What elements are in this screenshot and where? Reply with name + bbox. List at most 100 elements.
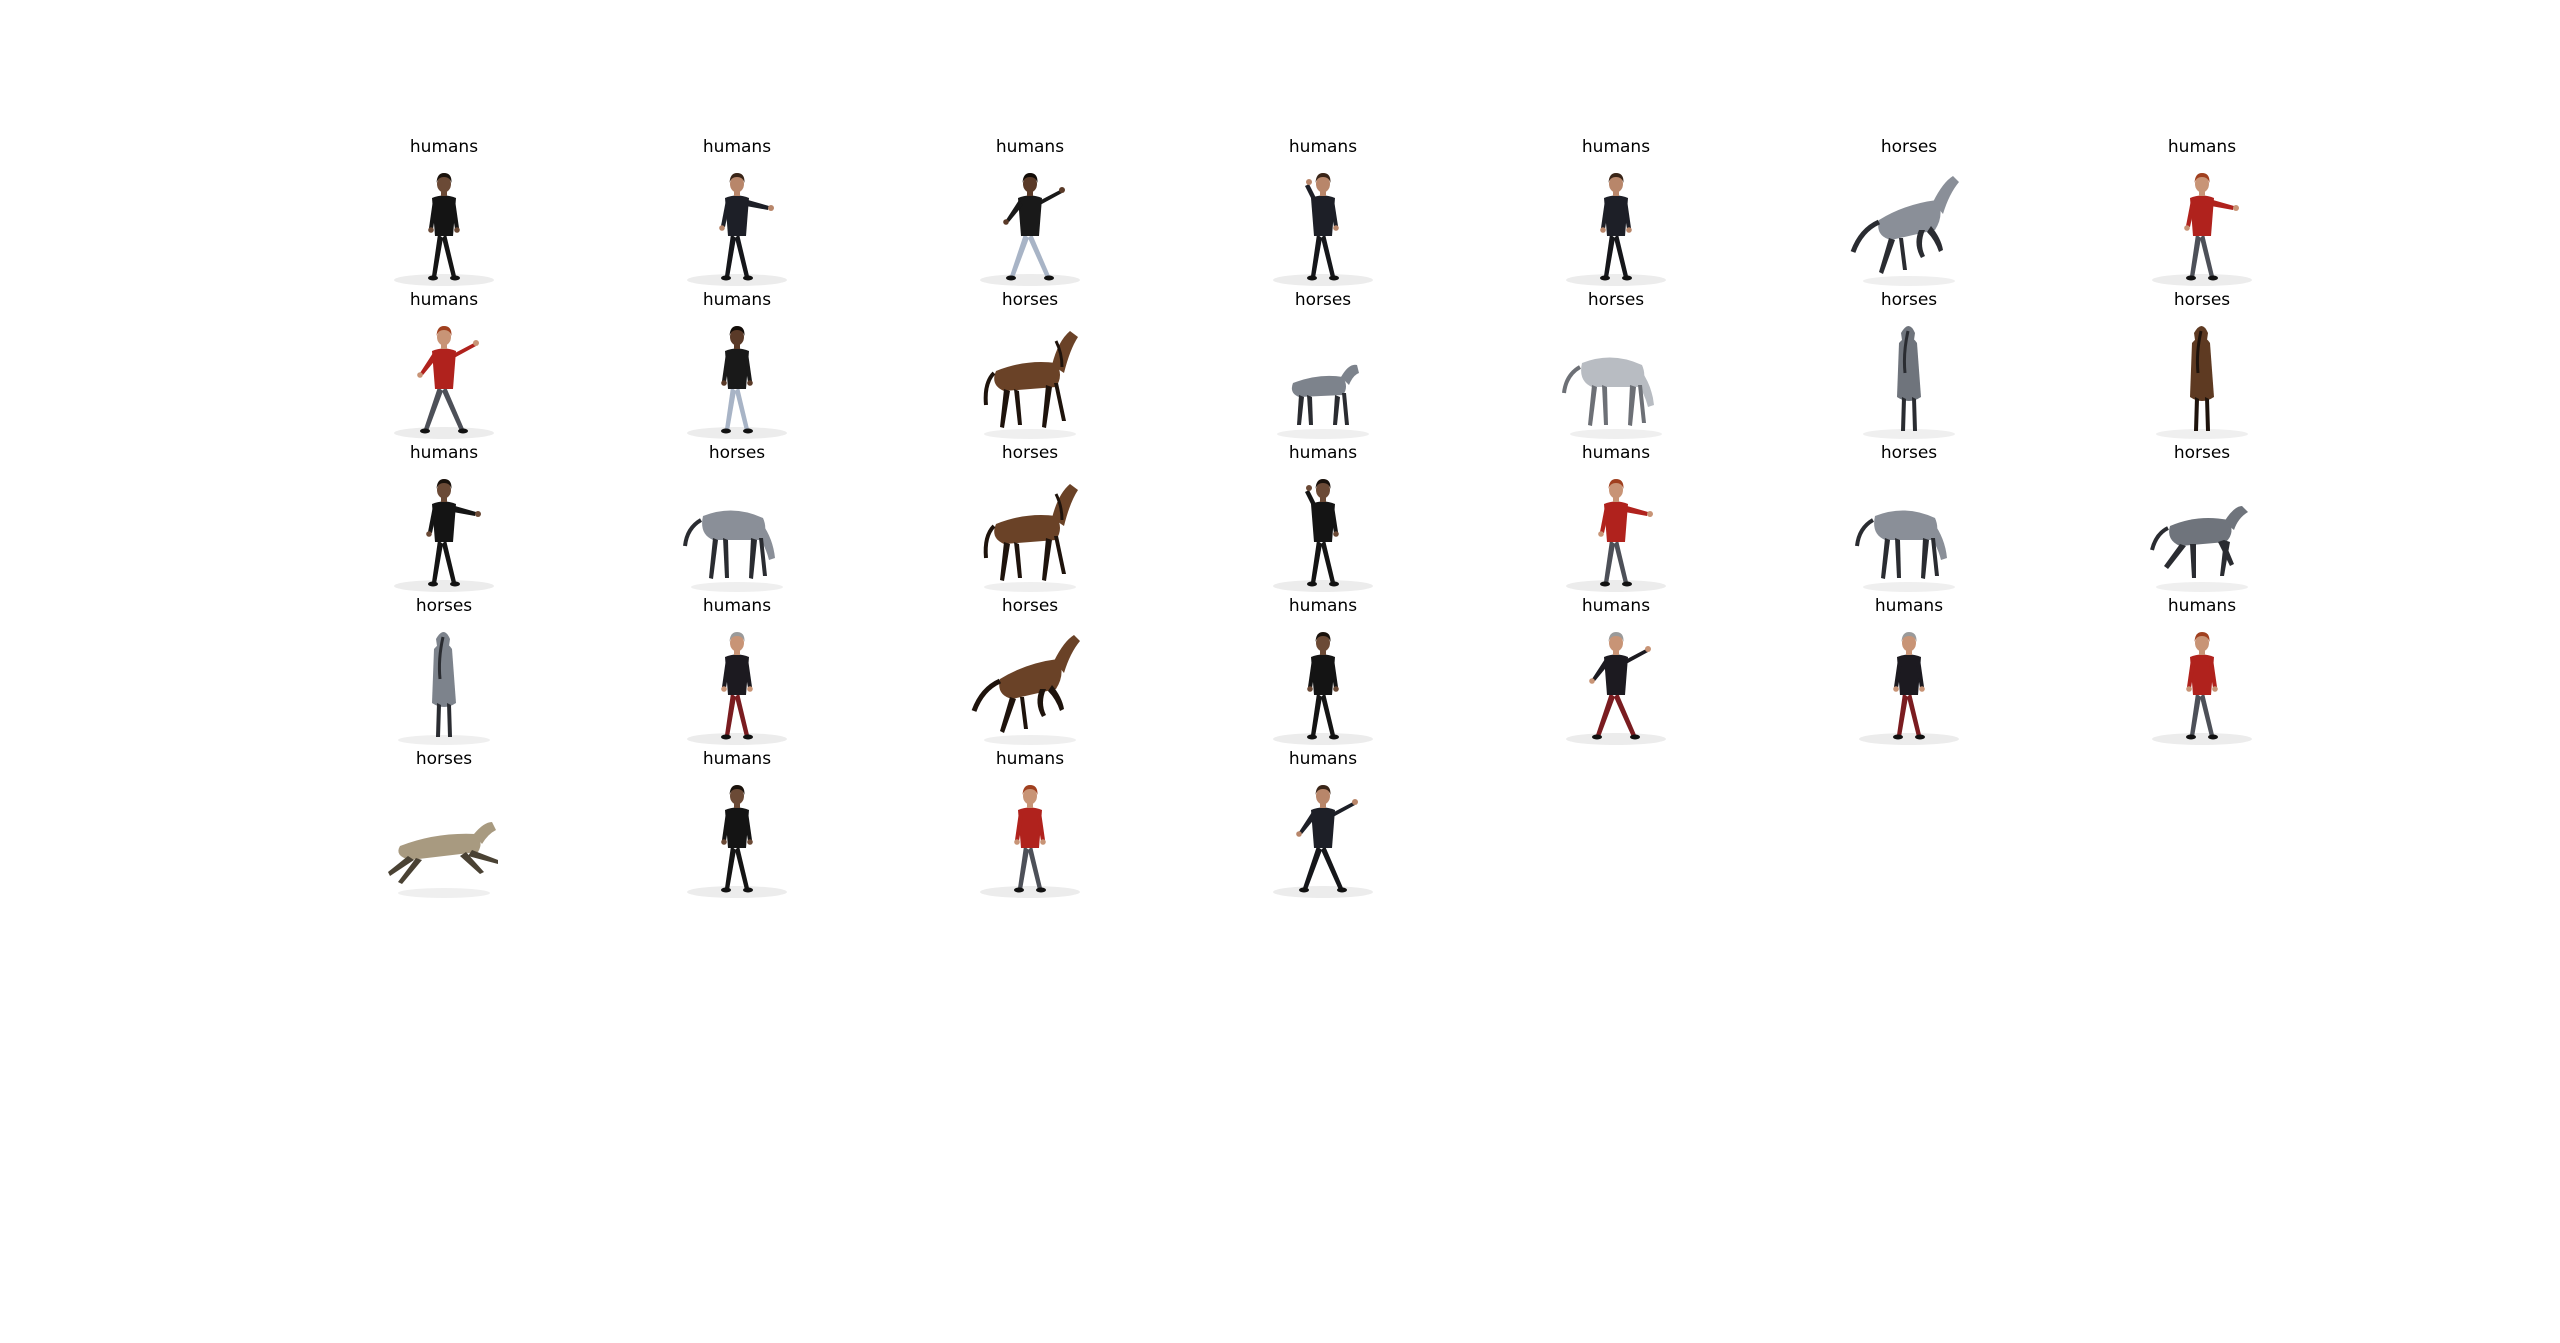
image-label: humans	[702, 290, 772, 310]
grid-cell: horses	[966, 289, 1094, 442]
image-label: horses	[415, 749, 473, 769]
image-label: horses	[1001, 290, 1059, 310]
horse-figure	[1863, 326, 1955, 439]
horse-figure	[1850, 176, 1959, 286]
grid-cell: horses	[380, 748, 508, 901]
grid-cell: humans	[1552, 442, 1680, 595]
human-image	[1552, 619, 1680, 747]
human-figure	[1273, 785, 1373, 898]
grid-cell: humans	[380, 289, 508, 442]
human-figure	[1273, 173, 1373, 286]
human-image	[673, 772, 801, 900]
horse-image	[673, 466, 801, 594]
horse-image	[1845, 313, 1973, 441]
grid-cell: humans	[966, 136, 1094, 289]
grid-cell: humans	[1259, 595, 1387, 748]
human-image	[1259, 466, 1387, 594]
image-label: humans	[1581, 137, 1651, 157]
image-label: humans	[702, 137, 772, 157]
human-image	[673, 619, 801, 747]
human-figure	[2152, 632, 2252, 745]
human-image	[673, 160, 801, 288]
horse-image	[1845, 160, 1973, 288]
human-figure	[1566, 173, 1666, 286]
image-label: humans	[702, 749, 772, 769]
image-label: humans	[1288, 596, 1358, 616]
image-label: humans	[702, 596, 772, 616]
human-figure	[687, 173, 787, 286]
horse-image	[2138, 466, 2266, 594]
image-label: humans	[2167, 596, 2237, 616]
image-label: humans	[2167, 137, 2237, 157]
human-figure	[1273, 632, 1373, 745]
image-label: humans	[409, 443, 479, 463]
human-figure	[1273, 479, 1373, 592]
image-label: horses	[1880, 290, 1938, 310]
grid-cell: horses	[673, 442, 801, 595]
image-label: humans	[1288, 137, 1358, 157]
horse-figure	[2150, 506, 2248, 592]
horse-figure	[971, 635, 1080, 745]
image-label: humans	[1581, 596, 1651, 616]
horse-figure	[683, 510, 783, 592]
horse-figure	[388, 822, 498, 898]
grid-cell: horses	[1845, 442, 1973, 595]
grid-cell: humans	[673, 289, 801, 442]
human-image	[1259, 619, 1387, 747]
horse-image	[1259, 313, 1387, 441]
grid-cell: humans	[1552, 595, 1680, 748]
horse-image	[966, 619, 1094, 747]
image-label: horses	[1880, 137, 1938, 157]
human-figure	[1566, 632, 1666, 745]
horse-image	[966, 466, 1094, 594]
grid-cell: humans	[1259, 748, 1387, 901]
grid-cell: horses	[1845, 136, 1973, 289]
human-image	[380, 466, 508, 594]
image-label: humans	[409, 137, 479, 157]
horse-figure	[1855, 510, 1955, 592]
human-image	[1552, 466, 1680, 594]
horse-figure	[983, 484, 1078, 592]
human-image	[1552, 160, 1680, 288]
grid-cell: horses	[966, 442, 1094, 595]
grid-cell: horses	[1259, 289, 1387, 442]
human-image	[380, 160, 508, 288]
human-image	[1259, 160, 1387, 288]
grid-cell: humans	[380, 442, 508, 595]
image-label: horses	[415, 596, 473, 616]
grid-cell: horses	[380, 595, 508, 748]
image-label: horses	[1587, 290, 1645, 310]
image-label: horses	[1001, 443, 1059, 463]
grid-cell: humans	[1552, 136, 1680, 289]
image-grid: humans humans humans humans humans horses huma…	[380, 136, 2266, 901]
human-figure	[980, 785, 1080, 898]
image-label: humans	[1288, 443, 1358, 463]
grid-cell: humans	[673, 136, 801, 289]
horse-figure	[398, 632, 490, 745]
image-label: horses	[1001, 596, 1059, 616]
grid-cell: horses	[1845, 289, 1973, 442]
horse-image	[1552, 313, 1680, 441]
horse-image	[380, 619, 508, 747]
image-label: humans	[995, 137, 1065, 157]
human-image	[2138, 619, 2266, 747]
human-figure	[1566, 479, 1666, 592]
horse-figure	[2156, 326, 2248, 439]
image-label: horses	[1880, 443, 1938, 463]
human-image	[1259, 772, 1387, 900]
human-image	[966, 772, 1094, 900]
horse-figure	[983, 331, 1078, 439]
horse-figure	[1562, 357, 1662, 439]
image-label: humans	[995, 749, 1065, 769]
human-figure	[687, 785, 787, 898]
image-label: humans	[1581, 443, 1651, 463]
horse-figure	[1277, 364, 1369, 439]
horse-image	[1845, 466, 1973, 594]
human-figure	[687, 326, 787, 439]
grid-cell: humans	[673, 595, 801, 748]
image-label: humans	[409, 290, 479, 310]
image-label: horses	[708, 443, 766, 463]
human-image	[380, 313, 508, 441]
grid-cell: horses	[2138, 289, 2266, 442]
image-label: horses	[2173, 443, 2231, 463]
